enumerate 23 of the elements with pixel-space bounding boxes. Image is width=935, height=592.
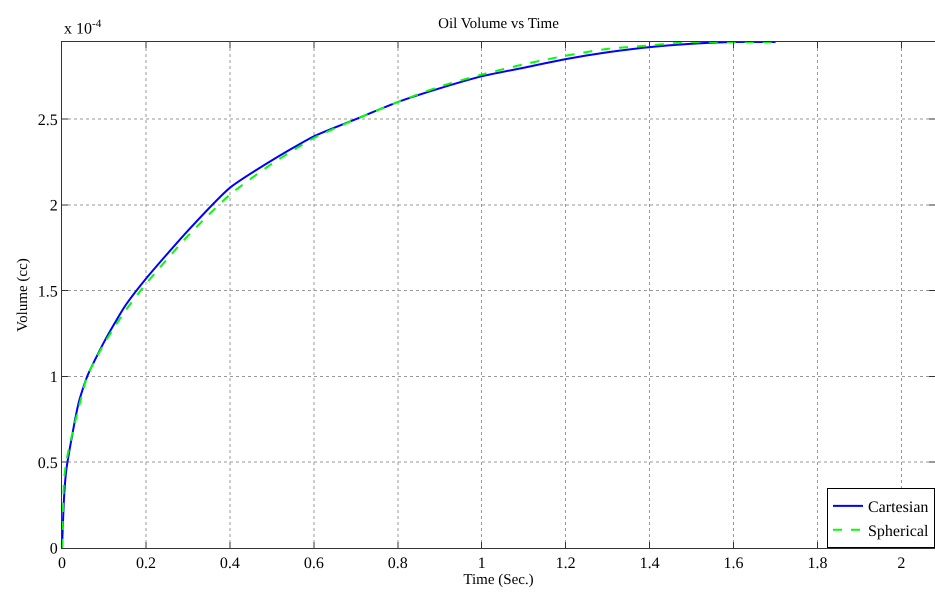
y-tick-label: 2 (50, 198, 58, 215)
x-tick-label: 1 (478, 555, 486, 572)
x-tick-label: 0.6 (304, 555, 324, 572)
x-tick-label: 1.6 (724, 555, 744, 572)
x-tick-label: 1.2 (556, 555, 576, 572)
y-tick-label: 2.5 (38, 112, 58, 129)
x-tick-label: 0.8 (388, 555, 408, 572)
y-axis-title: Volume (cc) (15, 258, 32, 332)
y-tick-label: 0.5 (38, 454, 58, 472)
x-tick-label: 1.4 (640, 555, 660, 572)
x-tick-label: 1.8 (807, 555, 828, 572)
line-series (62, 42, 777, 548)
x-tick-label: 0.2 (136, 555, 156, 572)
legend-label: Spherical (868, 522, 929, 540)
y-tick-label: 1.5 (38, 283, 58, 300)
y-tick-label: 0 (50, 540, 58, 558)
legend-label: Cartesian (868, 499, 928, 516)
text: x 10$^{-4}$ (64, 18, 102, 38)
x-tick-label: 0.4 (220, 555, 240, 572)
x-axis-title: Time (Sec.) (463, 572, 534, 588)
chart-title: Oil Volume vs Time (438, 16, 560, 32)
y-tick-label: 1 (50, 369, 58, 386)
x-tick-label: 2 (897, 555, 906, 572)
